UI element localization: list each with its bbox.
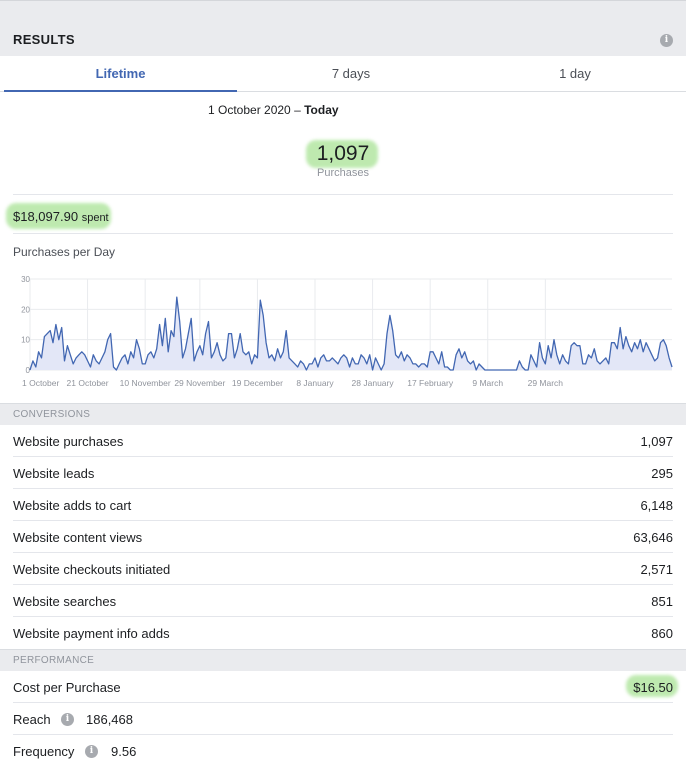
date-range-end: Today: [304, 103, 339, 117]
date-range: 1 October 2020 – Today: [0, 103, 686, 117]
conversion-value: 1,097: [640, 434, 673, 449]
x-tick-label: 29 March: [528, 378, 564, 388]
conversion-label: Website payment info adds: [13, 626, 170, 641]
highlight-cost: [626, 675, 678, 697]
conversion-label: Website checkouts initiated: [13, 562, 171, 577]
info-icon[interactable]: i: [61, 713, 74, 726]
cost-per-purchase-row: Cost per Purchase $16.50: [13, 671, 673, 703]
chart-title: Purchases per Day: [13, 245, 116, 259]
conversion-value: 6,148: [640, 498, 673, 513]
y-tick-label: 30: [21, 275, 30, 284]
conversions-section-header: CONVERSIONS: [0, 403, 686, 425]
conversion-row: Website content views 63,646: [13, 521, 673, 553]
tab-7-days[interactable]: 7 days: [331, 66, 371, 81]
results-header: RESULTS i: [0, 0, 686, 56]
conversion-label: Website adds to cart: [13, 498, 132, 513]
conversion-label: Website purchases: [13, 434, 124, 449]
x-tick-label: 10 November: [120, 378, 171, 388]
performance-section-header: PERFORMANCE: [0, 649, 686, 671]
y-tick-label: 10: [21, 336, 30, 345]
date-range-start: 1 October 2020: [208, 103, 291, 117]
conversion-row: Website checkouts initiated 2,571: [13, 553, 673, 585]
x-tick-label: 28 January: [352, 378, 395, 388]
tab-1-day[interactable]: 1 day: [559, 66, 591, 81]
conversion-row: Website searches 851: [13, 585, 673, 617]
series-area: [30, 297, 672, 370]
reach-value: 186,468: [86, 712, 133, 727]
x-tick-label: 8 January: [296, 378, 334, 388]
conversion-value: 2,571: [640, 562, 673, 577]
spent-amount: $18,097.90: [13, 209, 79, 224]
highlight-spent: [6, 203, 111, 229]
x-tick-label: 17 February: [407, 378, 454, 388]
amount-spent: $18,097.90 spent: [13, 209, 109, 224]
conversion-value: 860: [651, 626, 673, 641]
conversion-value: 295: [651, 466, 673, 481]
reach-row: Reach i 186,468: [13, 703, 673, 735]
conversion-row: Website payment info adds 860: [13, 617, 673, 649]
conversion-row: Website purchases 1,097: [13, 425, 673, 457]
purchases-total: 1,097: [316, 142, 370, 165]
conversion-value: 63,646: [633, 530, 673, 545]
info-icon[interactable]: i: [660, 34, 673, 47]
tab-lifetime[interactable]: Lifetime: [4, 56, 237, 92]
frequency-value: 9.56: [111, 744, 137, 759]
date-range-separator: –: [294, 103, 301, 117]
conversion-label: Website content views: [13, 530, 143, 545]
series-line: [29, 296, 673, 371]
x-tick-label: 9 March: [472, 378, 503, 388]
conversion-label: Website leads: [13, 466, 95, 481]
conversion-value: 851: [651, 594, 673, 609]
x-tick-label: 21 October: [67, 378, 109, 388]
divider: [13, 194, 673, 195]
info-icon[interactable]: i: [85, 745, 98, 758]
x-tick-label: 29 November: [174, 378, 225, 388]
x-tick-label: 1 October: [22, 378, 59, 388]
conversion-row: Website leads 295: [13, 457, 673, 489]
reach-label: Reach: [13, 712, 51, 727]
frequency-label: Frequency: [13, 744, 75, 759]
cost-per-purchase-value: $16.50: [633, 680, 673, 695]
y-tick-label: 20: [21, 305, 30, 314]
cost-per-purchase-label: Cost per Purchase: [13, 680, 121, 695]
divider: [13, 233, 673, 234]
purchases-total-label: Purchases: [317, 167, 369, 179]
x-tick-label: 19 December: [232, 378, 283, 388]
frequency-row: Frequency i 9.56: [13, 735, 673, 767]
conversion-row: Website adds to cart 6,148: [13, 489, 673, 521]
conversion-label: Website searches: [13, 594, 117, 609]
highlight-total: [306, 140, 378, 168]
results-title: RESULTS: [13, 32, 75, 47]
spent-unit: spent: [81, 212, 109, 224]
time-range-tabs: Lifetime 7 days 1 day: [0, 56, 686, 92]
y-tick-label: 0: [26, 366, 31, 375]
